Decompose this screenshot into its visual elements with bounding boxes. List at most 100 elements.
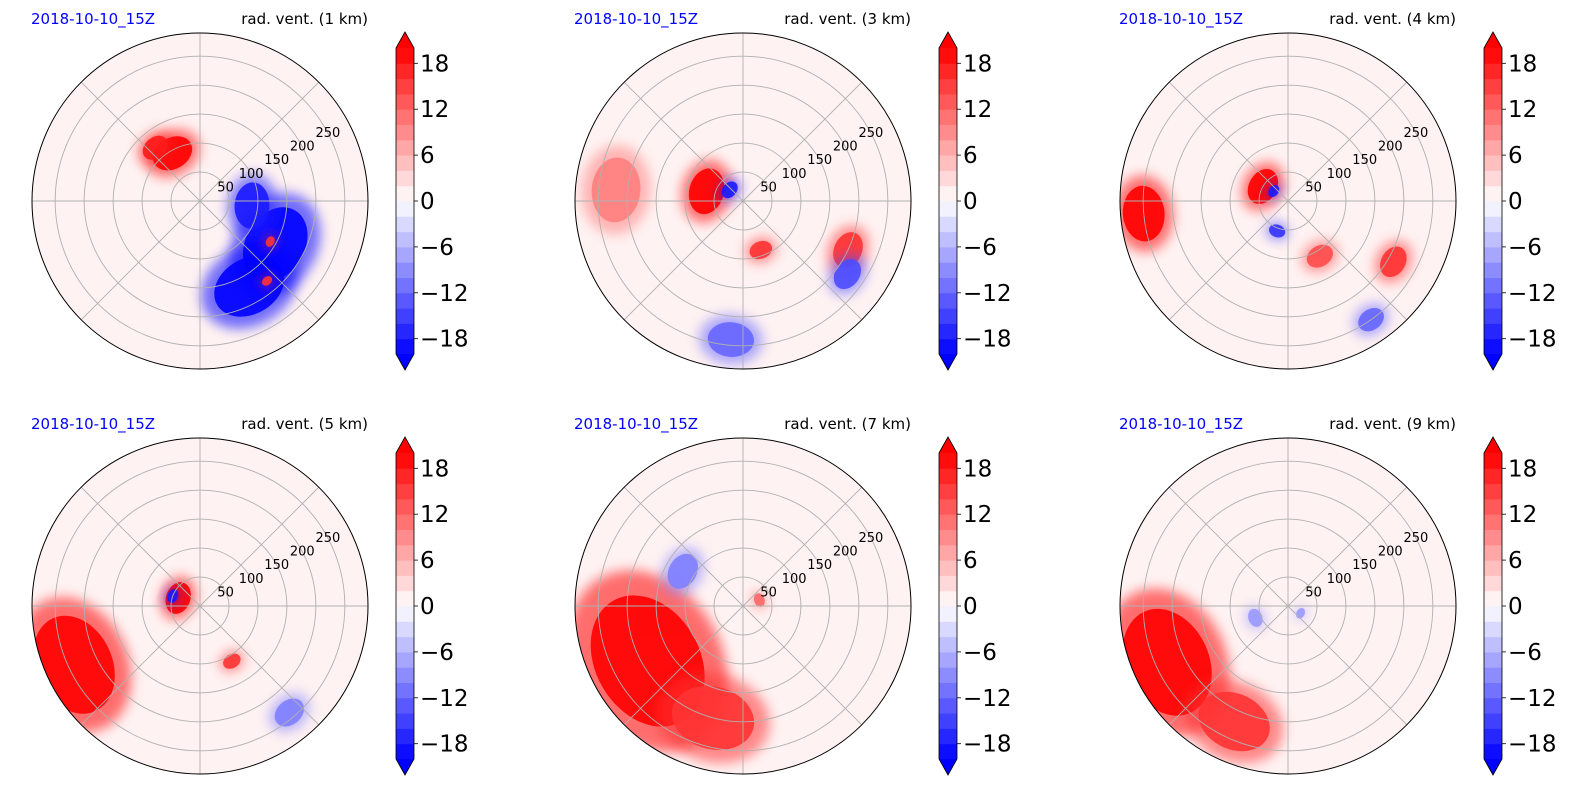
radial-tick-label: 200 <box>833 545 858 560</box>
colorbar: 18 12 6 0 −6 −12 −18 <box>938 436 1012 776</box>
colorbar-level <box>396 697 414 714</box>
velocity-cell <box>234 182 270 229</box>
colorbar-level <box>396 606 414 622</box>
colorbar-tick-label: 6 <box>1508 548 1523 574</box>
colorbar-level <box>939 606 957 622</box>
colorbar-tick-label: −6 <box>1508 235 1542 261</box>
colorbar-tick-label: −12 <box>963 686 1012 712</box>
colorbar-level <box>939 170 957 187</box>
colorbar-outline <box>938 436 958 776</box>
colorbar-level <box>1484 468 1502 485</box>
velocity-cell <box>214 255 285 317</box>
colorbar-tick-label: 12 <box>963 97 992 123</box>
colorbar-level <box>396 246 414 263</box>
panel-title: rad. vent. (3 km) <box>784 10 911 28</box>
colorbar-level <box>396 216 414 233</box>
colorbar-extend-max <box>939 32 957 48</box>
azimuth-spoke <box>623 605 744 726</box>
radial-tick-label: 150 <box>1352 558 1377 573</box>
colorbar-level <box>1484 277 1502 294</box>
colorbar-level <box>1484 544 1502 561</box>
panel-title: rad. vent. (9 km) <box>1329 415 1456 433</box>
colorbar-tick-label: 18 <box>963 51 992 77</box>
radial-tick-label: 250 <box>315 531 340 546</box>
radial-tick-label: 100 <box>782 167 807 182</box>
velocity-cell <box>274 698 305 727</box>
colorbar-level <box>396 590 414 607</box>
azimuth-spoke <box>80 81 201 202</box>
colorbar-level <box>1484 338 1502 355</box>
panel-title: rad. vent. (1 km) <box>241 10 368 28</box>
colorbar-tick-label: −6 <box>1508 640 1542 666</box>
colorbar-level <box>396 185 414 202</box>
colorbar-tick-label: 12 <box>963 502 992 528</box>
colorbar-extend-max <box>1484 32 1502 48</box>
colorbar-level <box>1484 216 1502 233</box>
colorbar-level <box>1484 109 1502 125</box>
azimuth-spoke <box>742 81 863 202</box>
colorbar-tick-label: 6 <box>963 548 978 574</box>
colorbar-level <box>396 667 414 683</box>
colorbar-extend-max <box>939 437 957 453</box>
polar-outline <box>1119 437 1457 775</box>
colorbar: 18 12 6 0 −6 −12 −18 <box>938 31 1012 371</box>
colorbar-outline <box>1483 31 1503 371</box>
azimuth-spoke <box>1287 81 1408 202</box>
colorbar-tick-label: 12 <box>1508 502 1537 528</box>
colorbar-tick-label: −6 <box>420 235 454 261</box>
colorbar-level <box>396 231 414 248</box>
colorbar-level <box>396 468 414 485</box>
colorbar-level <box>939 743 957 760</box>
colorbar-tick-label: −18 <box>420 732 469 758</box>
colorbar-level <box>939 682 957 699</box>
colorbar-tick-label: 18 <box>1508 51 1537 77</box>
radial-tick-label: 150 <box>264 153 289 168</box>
colorbar-level <box>396 621 414 638</box>
radial-tick-label: 50 <box>760 585 777 600</box>
colorbar-level <box>939 216 957 233</box>
colorbar-level <box>1484 728 1502 745</box>
colorbar-extend-min <box>1484 354 1502 370</box>
azimuth-spoke <box>742 486 863 607</box>
colorbar: 18 12 6 0 −6 −12 −18 <box>395 436 469 776</box>
colorbar-extend-max <box>396 437 414 453</box>
azimuth-spoke <box>1168 200 1289 321</box>
colorbar-tick-label: −18 <box>420 327 469 353</box>
colorbar-tick-label: −12 <box>420 686 469 712</box>
colorbar-level <box>1484 498 1502 515</box>
radial-tick-label: 50 <box>217 585 234 600</box>
colorbar-level <box>1484 155 1502 171</box>
polar-outline <box>1119 32 1457 370</box>
colorbar-level <box>396 544 414 561</box>
colorbar-level <box>1484 93 1502 110</box>
azimuth-spoke <box>742 605 863 726</box>
azimuth-spoke <box>80 200 201 321</box>
colorbar-level <box>396 93 414 110</box>
colorbar-tick-label: 12 <box>420 97 449 123</box>
colorbar-level <box>1484 606 1502 622</box>
radial-tick-label: 50 <box>1305 180 1322 195</box>
colorbar-level <box>939 323 957 340</box>
colorbar-level <box>1484 713 1502 729</box>
velocity-cell <box>688 168 725 215</box>
colorbar-tick-label: −12 <box>1508 686 1557 712</box>
polar-outline <box>31 437 369 775</box>
azimuth-spoke <box>1168 81 1289 202</box>
radial-tick-label: 100 <box>782 572 807 587</box>
colorbar-level <box>396 323 414 340</box>
radial-tick-label: 150 <box>264 558 289 573</box>
panel-date-label: 2018-10-10_15Z <box>1119 10 1243 29</box>
colorbar-tick-label: 6 <box>420 548 435 574</box>
colorbar-level <box>1484 514 1502 530</box>
colorbar-level <box>1484 560 1502 576</box>
colorbar-level <box>1484 483 1502 500</box>
velocity-cell <box>721 181 738 199</box>
azimuth-spoke <box>80 486 201 607</box>
colorbar-level <box>1484 682 1502 699</box>
colorbar-level <box>396 277 414 294</box>
azimuth-spoke <box>623 200 744 321</box>
colorbar-level <box>396 743 414 760</box>
velocity-cell <box>1380 246 1407 278</box>
